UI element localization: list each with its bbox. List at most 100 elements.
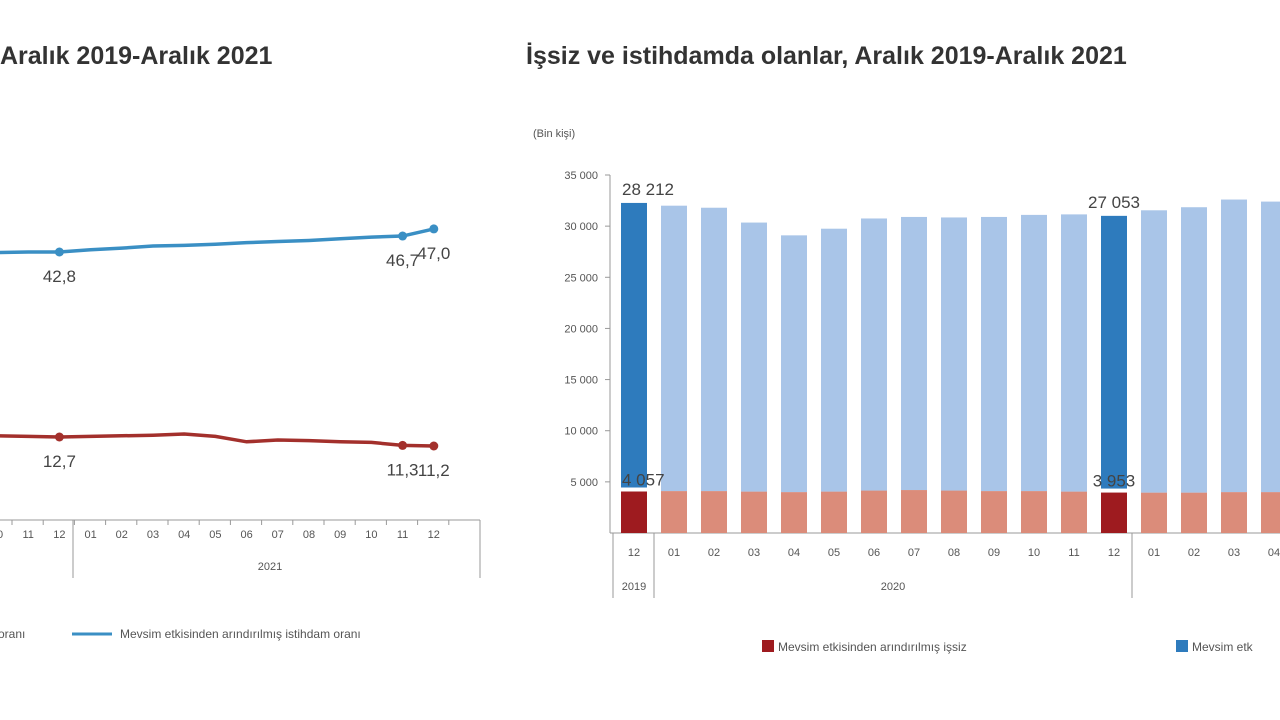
right-x-tick-label: 03: [748, 547, 760, 559]
left-chart-title: Aralık 2019-Aralık 2021: [0, 42, 273, 70]
right-x-tick-label: 06: [868, 547, 880, 559]
left-x-tick-label: 06: [240, 529, 252, 541]
left-x-tick-label: 09: [334, 529, 346, 541]
left-data-label: 11,2: [418, 461, 450, 480]
right-chart-title: İşsiz ve istihdamda olanlar, Aralık 2019…: [526, 42, 1127, 70]
right-bar-employed: [701, 207, 727, 492]
right-bar-unemployed: [781, 492, 807, 533]
right-unit-label: (Bin kişi): [533, 128, 575, 140]
left-data-marker: [429, 224, 439, 234]
right-bar-unemployed: [1061, 491, 1087, 533]
right-year-label: 2020: [881, 581, 905, 593]
left-data-label: 42,8: [43, 267, 76, 286]
left-data-marker: [54, 432, 64, 442]
right-bar-employed: [1061, 214, 1087, 492]
right-bar-employed: [781, 235, 807, 493]
right-legend-label: Mevsim etk: [1192, 640, 1254, 654]
left-x-tick-label: 11: [397, 529, 408, 541]
left-x-tick-label: 07: [272, 529, 284, 541]
right-bar-unemployed: [1141, 492, 1167, 533]
right-bar-unemployed: [821, 491, 847, 533]
left-legend-label: oranı: [0, 627, 25, 641]
right-bar-employed: [1101, 215, 1127, 489]
left-x-tick-label: 03: [147, 529, 159, 541]
left-x-tick-label: 01: [84, 529, 96, 541]
left-data-label: 47,0: [417, 244, 450, 263]
right-bar-unemployed: [741, 491, 767, 533]
right-bar-employed: [1021, 214, 1047, 492]
right-bar-employed: [981, 216, 1007, 492]
right-x-tick-label: 02: [1188, 547, 1200, 559]
right-bar-employed: [821, 228, 847, 492]
right-x-tick-label: 03: [1228, 547, 1240, 559]
right-bar-employed: [1141, 210, 1167, 493]
right-bar-unemployed: [621, 491, 647, 533]
right-bar-employed: [861, 218, 887, 491]
left-legend-label: Mevsim etkisinden arındırılmış istihdam …: [120, 627, 361, 641]
left-series-line: [0, 432, 434, 448]
left-line-chart: 10 11 12 01 02 03 04 05 06 07 08 09 10 11 12 2021 42,8 46…: [0, 224, 481, 641]
right-bar-unemployed: [1181, 492, 1207, 533]
right-bar-employed: [1181, 207, 1207, 493]
right-y-tick-label: 5 000: [570, 477, 598, 489]
right-x-tick-label: 12: [628, 547, 640, 559]
right-x-tick-label: 01: [1148, 547, 1160, 559]
right-bar-employed: [621, 202, 647, 488]
right-x-tick-label: 10: [1028, 547, 1040, 559]
right-legend-swatch: [1176, 640, 1188, 652]
left-data-label: 46,7: [386, 251, 419, 270]
right-y-tick-label: 15 000: [564, 375, 598, 387]
right-data-label: 27 053: [1088, 193, 1140, 212]
left-x-tick-label: 11: [22, 529, 33, 541]
right-bar-unemployed: [1221, 492, 1247, 533]
right-y-tick-label: 30 000: [564, 221, 598, 233]
right-x-tick-label: 02: [708, 547, 720, 559]
right-bar-employed: [661, 205, 687, 492]
right-x-tick-label: 01: [668, 547, 680, 559]
right-y-tick-label: 35 000: [564, 170, 598, 182]
left-data-marker: [429, 441, 439, 451]
left-series-line: [0, 227, 435, 255]
right-x-tick-label: 07: [908, 547, 920, 559]
right-bar-employed: [941, 217, 967, 491]
right-bar-employed: [901, 216, 927, 491]
right-y-tick-label: 10 000: [564, 426, 598, 438]
right-data-label: 4 057: [622, 471, 665, 490]
right-bar-unemployed: [901, 490, 927, 533]
right-x-tick-label: 09: [988, 547, 1000, 559]
right-x-tick-label: 08: [948, 547, 960, 559]
right-bar-unemployed: [981, 491, 1007, 533]
right-y-tick-label: 20 000: [564, 323, 598, 335]
right-y-tick-label: 25 000: [564, 272, 598, 284]
left-data-marker: [398, 231, 408, 241]
right-x-tick-label: 11: [1068, 547, 1079, 559]
left-data-label: 11,3: [387, 460, 419, 479]
left-x-tick-label: 04: [178, 529, 190, 541]
right-legend-swatch: [762, 640, 774, 652]
right-bar-unemployed: [701, 491, 727, 533]
right-x-tick-label: 04: [1268, 547, 1280, 559]
right-bar-unemployed: [1101, 492, 1127, 533]
left-x-tick-label: 02: [116, 529, 128, 541]
left-x-tick-label: 12: [53, 529, 65, 541]
right-legend-label: Mevsim etkisinden arındırılmış işsiz: [778, 640, 967, 654]
right-x-tick-label: 04: [788, 547, 800, 559]
right-data-label: 3 953: [1093, 472, 1136, 491]
left-x-tick-label: 12: [428, 529, 440, 541]
left-data-marker: [54, 247, 64, 257]
right-data-label: 28 212: [622, 180, 674, 199]
right-bar-unemployed: [941, 490, 967, 533]
left-data-marker: [398, 440, 408, 450]
right-bar-unemployed: [661, 491, 687, 533]
right-year-label: 2019: [622, 581, 646, 593]
left-x-tick-label: 08: [303, 529, 315, 541]
right-x-tick-label: 05: [828, 547, 840, 559]
right-bar-employed: [741, 222, 767, 492]
right-bar-unemployed: [1021, 491, 1047, 533]
left-x-tick-label: 10: [365, 529, 377, 541]
left-x-tick-label: 05: [209, 529, 221, 541]
right-bar-chart: (Bin kişi) 35 000 30 000 25 000 20 000 15 000…: [533, 128, 1280, 654]
left-x-tick-label: 10: [0, 529, 3, 541]
right-bar-employed: [1221, 199, 1247, 493]
